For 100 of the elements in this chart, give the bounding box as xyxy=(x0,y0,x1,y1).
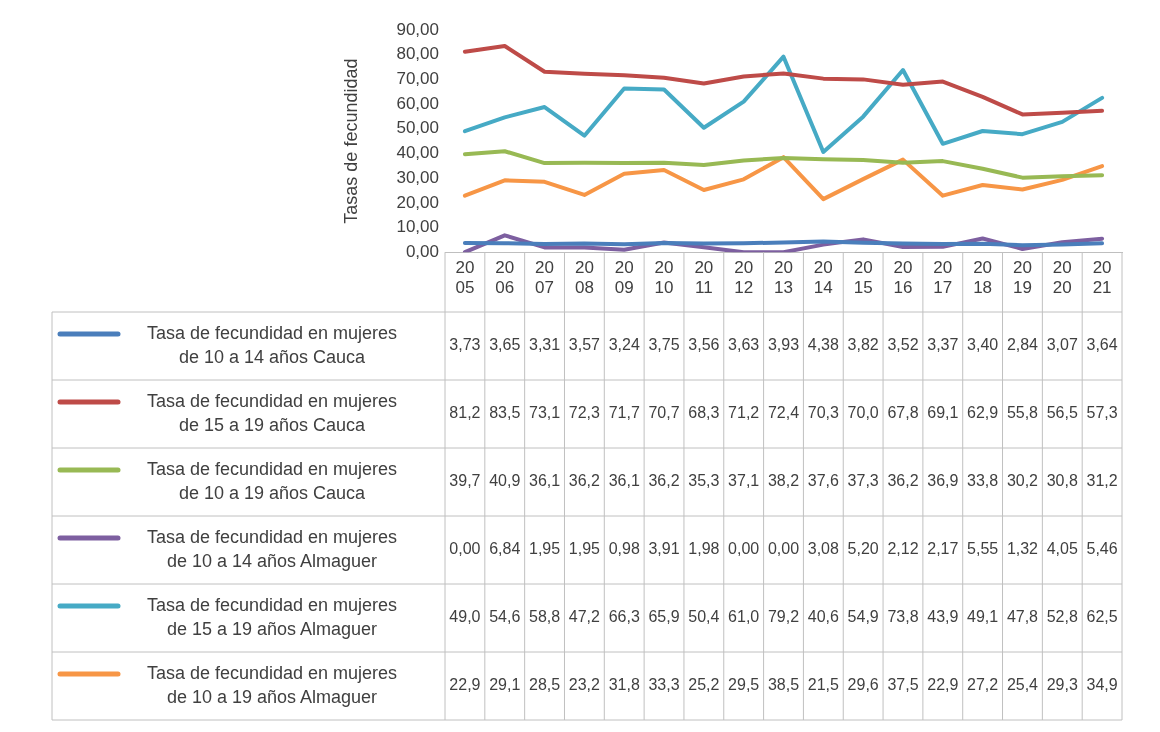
data-label: 21,5 xyxy=(807,676,839,694)
data-label: 33,3 xyxy=(648,676,680,694)
data-label: 40,6 xyxy=(807,608,839,626)
data-label: 0,00 xyxy=(449,540,481,558)
data-label: 56,5 xyxy=(1046,404,1078,422)
data-label: 23,2 xyxy=(568,676,601,694)
x-tick-label: 2008 xyxy=(574,258,594,298)
data-label: 29,3 xyxy=(1046,676,1078,694)
data-label: 34,9 xyxy=(1086,676,1118,694)
data-label: 29,5 xyxy=(728,676,760,694)
data-label: 36,1 xyxy=(528,472,561,490)
data-label: 3,56 xyxy=(688,336,720,354)
data-label: 36,2 xyxy=(648,472,680,490)
y-tick-label: 90,00 xyxy=(396,19,439,39)
data-label: 3,40 xyxy=(967,336,999,354)
data-label: 71,2 xyxy=(728,404,760,422)
data-label: 3,37 xyxy=(927,336,959,354)
data-label: 54,6 xyxy=(489,608,521,626)
data-label: 3,91 xyxy=(648,540,680,558)
y-tick-label: 80,00 xyxy=(396,44,439,64)
x-tick-label: 2016 xyxy=(893,258,913,298)
data-label: 30,8 xyxy=(1046,472,1078,490)
data-label: 0,98 xyxy=(608,540,640,558)
data-label: 25,2 xyxy=(688,676,720,694)
data-label: 69,1 xyxy=(927,404,959,422)
data-label: 49,1 xyxy=(967,608,999,626)
data-label: 65,9 xyxy=(648,608,680,626)
y-tick-label: 40,00 xyxy=(396,143,439,163)
data-label: 31,8 xyxy=(608,676,640,694)
data-label: 0,00 xyxy=(728,540,760,558)
data-label: 2,17 xyxy=(927,540,959,558)
y-tick-label: 60,00 xyxy=(396,93,439,113)
data-label: 37,1 xyxy=(728,472,760,490)
legend-label: Tasa de fecundidad en mujeres de 10 a 19 años Almaguer xyxy=(146,662,398,707)
y-axis-title: Tasas de fecundidad xyxy=(340,58,361,224)
data-label: 55,8 xyxy=(1006,404,1039,422)
data-label: 3,57 xyxy=(568,336,601,354)
data-label: 2,12 xyxy=(887,540,919,558)
data-label: 28,5 xyxy=(528,676,561,694)
data-label: 25,4 xyxy=(1006,676,1039,694)
legend-label: Tasa de fecundidad en mujeres de 15 a 19 años Cauca xyxy=(146,390,398,435)
x-tick-label: 2011 xyxy=(694,258,714,298)
y-tick-label: 70,00 xyxy=(396,69,439,89)
y-tick-label: 10,00 xyxy=(396,217,439,237)
legend-label: Tasa de fecundidad en mujeres de 10 a 14 años Cauca xyxy=(146,322,398,367)
data-label: 3,08 xyxy=(807,540,839,558)
data-label: 29,6 xyxy=(847,676,879,694)
x-tick-label: 2017 xyxy=(933,258,953,298)
data-label: 3,31 xyxy=(528,336,561,354)
data-label: 2,84 xyxy=(1006,336,1039,354)
data-label: 37,6 xyxy=(807,472,839,490)
x-tick-label: 2010 xyxy=(654,258,674,298)
data-label: 22,9 xyxy=(927,676,959,694)
data-label: 47,2 xyxy=(568,608,601,626)
data-label: 50,4 xyxy=(688,608,720,626)
data-label: 27,2 xyxy=(967,676,999,694)
data-label: 36,1 xyxy=(608,472,640,490)
data-label: 83,5 xyxy=(489,404,521,422)
data-label: 47,8 xyxy=(1006,608,1039,626)
data-label: 70,7 xyxy=(648,404,680,422)
data-label: 6,84 xyxy=(489,540,521,558)
data-label: 35,3 xyxy=(688,472,720,490)
x-tick-label: 2021 xyxy=(1092,258,1112,298)
data-label: 38,5 xyxy=(767,676,800,694)
y-tick-label: 50,00 xyxy=(396,118,439,138)
data-label: 72,4 xyxy=(767,404,800,422)
x-tick-label: 2007 xyxy=(535,258,555,298)
data-label: 61,0 xyxy=(728,608,760,626)
x-tick-label: 2009 xyxy=(614,258,634,298)
data-label: 37,3 xyxy=(847,472,879,490)
data-label: 3,65 xyxy=(489,336,521,354)
data-label: 1,98 xyxy=(688,540,720,558)
data-label: 39,7 xyxy=(449,472,481,490)
data-label: 22,9 xyxy=(449,676,481,694)
data-label: 62,9 xyxy=(967,404,999,422)
data-label: 57,3 xyxy=(1086,404,1118,422)
data-label: 72,3 xyxy=(568,404,601,422)
data-label: 1,95 xyxy=(568,540,601,558)
data-label: 62,5 xyxy=(1086,608,1118,626)
data-label: 3,52 xyxy=(887,336,919,354)
data-label: 1,95 xyxy=(528,540,561,558)
data-label: 4,05 xyxy=(1046,540,1078,558)
data-label: 71,7 xyxy=(608,404,640,422)
data-label: 29,1 xyxy=(489,676,521,694)
data-label: 73,1 xyxy=(528,404,561,422)
data-label: 5,55 xyxy=(967,540,999,558)
data-label: 36,9 xyxy=(927,472,959,490)
x-tick-label: 2020 xyxy=(1052,258,1072,298)
data-label: 3,63 xyxy=(728,336,760,354)
data-label: 58,8 xyxy=(528,608,561,626)
y-tick-label: 20,00 xyxy=(396,192,439,212)
data-label: 5,46 xyxy=(1086,540,1118,558)
legend-label: Tasa de fecundidad en mujeres de 10 a 14 años Almaguer xyxy=(146,526,398,571)
data-label: 67,8 xyxy=(887,404,919,422)
data-label: 81,2 xyxy=(449,404,481,422)
data-label: 4,38 xyxy=(807,336,839,354)
x-tick-label: 2012 xyxy=(734,258,754,298)
data-label: 38,2 xyxy=(767,472,800,490)
data-label: 40,9 xyxy=(489,472,521,490)
data-label: 43,9 xyxy=(927,608,959,626)
